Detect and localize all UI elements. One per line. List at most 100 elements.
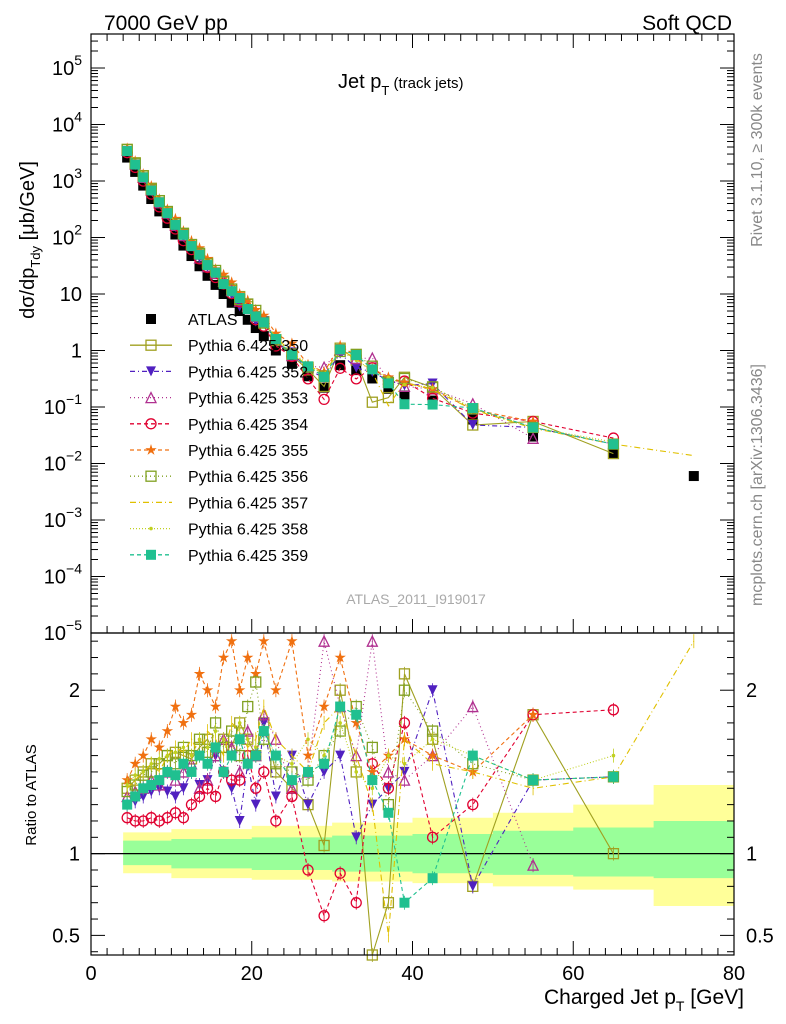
series-point-9 (162, 208, 173, 219)
ratio-point-4 (185, 798, 198, 811)
series-point-5 (398, 376, 411, 388)
header-left: 7000 GeV pp (104, 12, 228, 35)
ratio-point-8 (149, 761, 154, 766)
x-tick-label: 0 (85, 963, 96, 985)
ratio-point-4 (226, 774, 238, 786)
ratio-line-3 (126, 641, 534, 866)
series-point-2 (351, 362, 362, 373)
ratio-point-8 (354, 770, 359, 774)
ratio-point-5 (129, 757, 141, 769)
ratio-point-8 (322, 753, 326, 758)
ratio-point-8 (173, 750, 178, 755)
ratio-point-8 (165, 753, 170, 758)
atlas-point (226, 297, 237, 308)
series-point-9 (303, 361, 314, 372)
ratio-point-8 (430, 737, 435, 742)
ratio-point-4 (177, 812, 190, 824)
series-point-9 (138, 172, 149, 183)
ratio-point-4 (258, 766, 270, 778)
ratio-point-9 (528, 775, 539, 786)
ratio-point-2 (138, 791, 149, 802)
ratio-point-9 (210, 742, 221, 753)
ratio-point-3 (318, 634, 331, 647)
ratio-point-2 (178, 783, 189, 794)
ratio-point-9 (194, 750, 205, 761)
ratio-point-4 (607, 704, 620, 716)
ratio-point-9 (202, 758, 213, 769)
ratio-point-4 (161, 812, 174, 824)
legend-label: Pythia 6.425 354 (188, 417, 308, 434)
ratio-point-8 (611, 753, 616, 758)
atlas-point (194, 261, 205, 272)
ratio-point-5 (193, 667, 206, 679)
ratio-point-8 (237, 721, 242, 725)
ratio-point-2 (303, 799, 314, 810)
ratio-point-5 (234, 684, 246, 696)
ratio-point-5 (250, 667, 262, 679)
ratio-frame (90, 632, 735, 956)
ratio-point-8 (181, 745, 186, 750)
legend-label: Pythia 6.425 353 (188, 391, 308, 408)
series-point-4 (334, 362, 346, 374)
atlas-point (210, 279, 221, 290)
ratio-point-9 (186, 766, 197, 777)
ratio-point-8 (290, 761, 294, 766)
y-tick-label-ratio-right: 1 (746, 844, 757, 866)
ratio-point-8 (197, 737, 202, 742)
y-tick-label-top: 10 (60, 284, 82, 306)
ratio-point-4 (467, 798, 479, 811)
ratio-point-5 (161, 725, 174, 736)
series-line-7 (126, 149, 694, 457)
ratio-point-8 (402, 761, 407, 766)
legend-label: Pythia 6.425 356 (188, 469, 308, 486)
ratio-point-8 (338, 721, 342, 725)
ratio-point-8 (133, 773, 138, 778)
ratio-point-4 (193, 790, 206, 803)
ratio-point-8 (245, 737, 250, 742)
series-point-5 (225, 276, 238, 288)
ratio-point-5 (137, 749, 149, 761)
atlas-point (367, 373, 378, 384)
ratio-point-9 (258, 726, 269, 737)
series-line-1 (126, 149, 614, 455)
legend-marker (145, 418, 157, 430)
ratio-point-1 (334, 684, 346, 696)
y-tick-label-top: 1 (71, 341, 82, 363)
series-point-9 (130, 159, 141, 170)
series-point-9 (383, 378, 394, 389)
atlas-point (608, 448, 619, 459)
series-point-9 (170, 219, 181, 230)
ratio-point-9 (130, 791, 141, 802)
series-point-5 (201, 252, 214, 264)
series-point-9 (202, 260, 213, 271)
ratio-point-5 (242, 651, 254, 663)
ratio-point-5 (225, 635, 238, 646)
series-point-1 (382, 391, 395, 404)
ratio-point-1 (318, 839, 330, 852)
analysis-watermark: ATLAS_2011_I919017 (346, 591, 486, 607)
x-tick-label: 60 (562, 963, 584, 985)
ratio-point-3 (177, 765, 190, 778)
ratio-point-9 (226, 750, 237, 761)
atlas-point (186, 251, 197, 262)
ratio-point-8 (205, 745, 210, 750)
ratio-point-2 (399, 766, 410, 777)
ratio-point-5 (366, 765, 378, 777)
ratio-point-5 (527, 708, 539, 720)
atlas-point (688, 471, 699, 482)
atlas-point (335, 360, 346, 371)
legend-marker (145, 339, 157, 351)
ratio-point-2 (335, 750, 346, 761)
ratio-point-6 (398, 684, 411, 696)
atlas-point (242, 314, 253, 325)
ratio-point-5 (350, 716, 362, 728)
ratio-point-9 (250, 750, 261, 761)
series-point-1 (366, 396, 378, 408)
ratio-point-5 (145, 733, 157, 745)
ratio-point-1 (398, 668, 411, 680)
ratio-point-9 (162, 766, 173, 777)
legend-marker (145, 470, 157, 482)
atlas-point (286, 358, 297, 369)
ratio-line-5 (126, 639, 534, 781)
ratio-point-8 (189, 753, 194, 758)
